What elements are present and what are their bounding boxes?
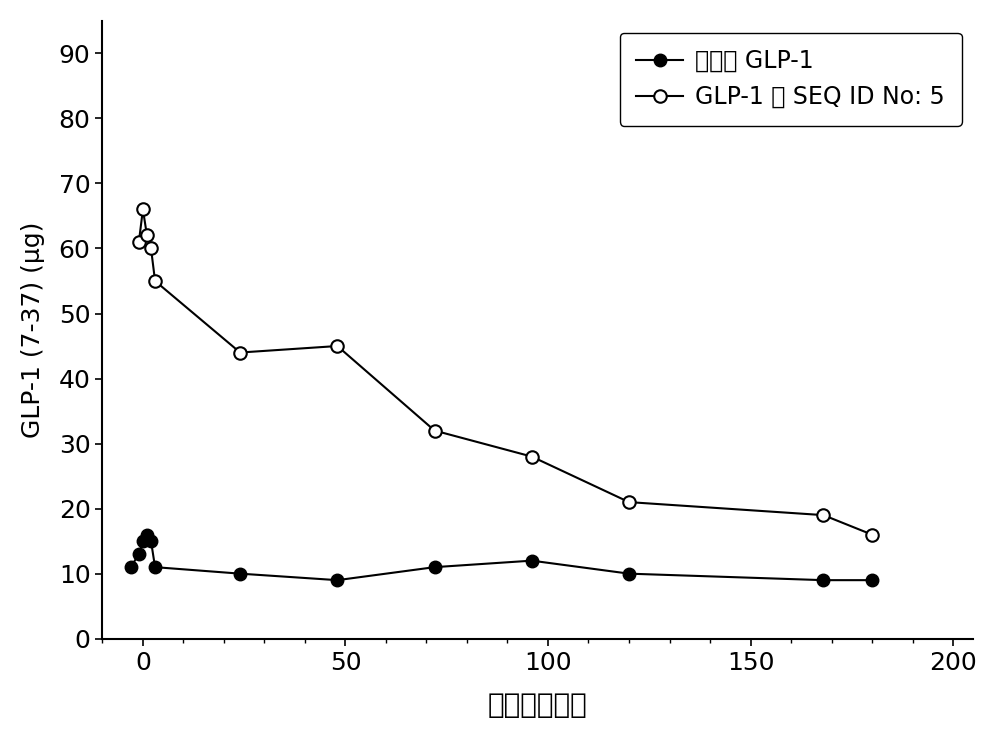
- Y-axis label: GLP-1 (7-37) (μg): GLP-1 (7-37) (μg): [21, 221, 45, 438]
- Legend: 单独的 GLP-1, GLP-1 和 SEQ ID No: 5: 单独的 GLP-1, GLP-1 和 SEQ ID No: 5: [620, 33, 962, 126]
- 单独的 GLP-1: [234, 569, 246, 578]
- GLP-1 和 SEQ ID No: 5: (3, 55): 5: (3, 55): [149, 277, 161, 286]
- 单独的 GLP-1: [866, 576, 878, 585]
- 单独的 GLP-1: [817, 576, 829, 585]
- 单独的 GLP-1: [526, 556, 538, 565]
- 单独的 GLP-1: [137, 536, 149, 545]
- Line: 单独的 GLP-1: 单独的 GLP-1: [125, 528, 878, 586]
- 单独的 GLP-1: [133, 550, 145, 559]
- GLP-1 和 SEQ ID No: 5: (72, 32): 5: (72, 32): [429, 426, 441, 435]
- GLP-1 和 SEQ ID No: 5: (48, 45): 5: (48, 45): [331, 342, 343, 351]
- X-axis label: 时间（小时）: 时间（小时）: [488, 691, 588, 719]
- GLP-1 和 SEQ ID No: 5: (-1, 61): 5: (-1, 61): [133, 238, 145, 246]
- 单独的 GLP-1: [149, 562, 161, 571]
- 单独的 GLP-1: [429, 562, 441, 571]
- 单独的 GLP-1: [623, 569, 635, 578]
- GLP-1 和 SEQ ID No: 5: (96, 28): 5: (96, 28): [526, 452, 538, 461]
- GLP-1 和 SEQ ID No: 5: (180, 16): 5: (180, 16): [866, 530, 878, 539]
- GLP-1 和 SEQ ID No: 5: (1, 62): 5: (1, 62): [141, 231, 153, 240]
- 单独的 GLP-1: [141, 530, 153, 539]
- GLP-1 和 SEQ ID No: 5: (168, 19): 5: (168, 19): [817, 511, 829, 519]
- Line: GLP-1 和 SEQ ID No: 5: GLP-1 和 SEQ ID No: 5: [133, 204, 878, 541]
- 单独的 GLP-1: [331, 576, 343, 585]
- GLP-1 和 SEQ ID No: 5: (24, 44): 5: (24, 44): [234, 348, 246, 357]
- GLP-1 和 SEQ ID No: 5: (2, 60): 5: (2, 60): [145, 244, 157, 253]
- 单独的 GLP-1: [145, 536, 157, 545]
- GLP-1 和 SEQ ID No: 5: (0, 66): 5: (0, 66): [137, 205, 149, 214]
- 单独的 GLP-1: [125, 562, 137, 571]
- GLP-1 和 SEQ ID No: 5: (120, 21): 5: (120, 21): [623, 498, 635, 507]
